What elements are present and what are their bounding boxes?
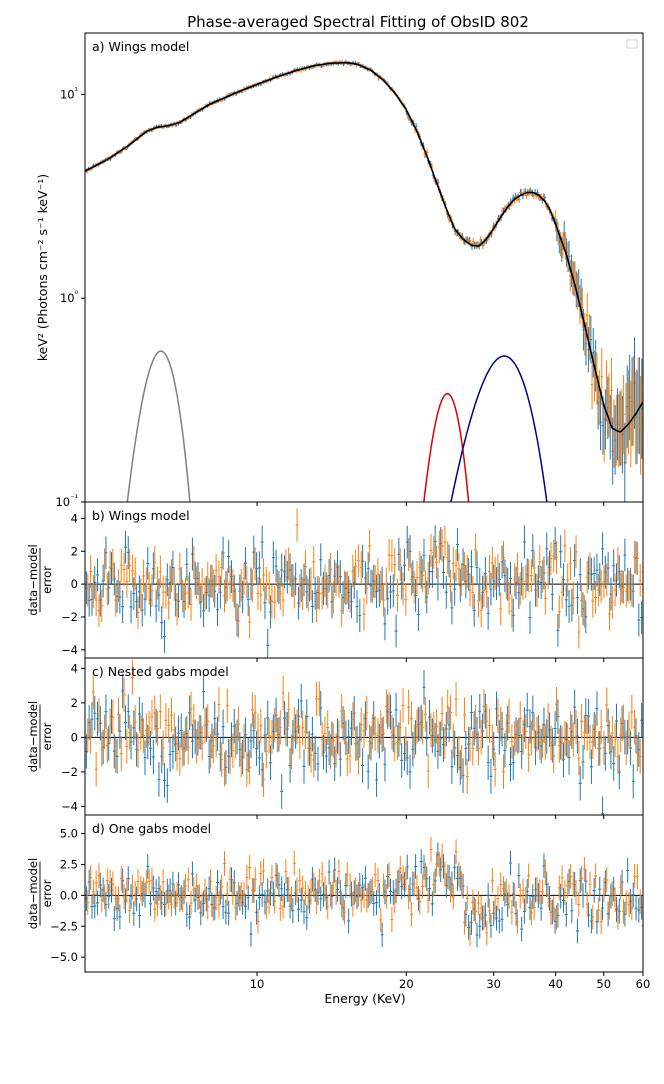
component-line-1 — [126, 350, 191, 502]
y-tick-label: −2 — [61, 610, 78, 624]
panel-plot-a — [85, 59, 643, 502]
y-tick-label: −4 — [61, 799, 78, 813]
y-tick-label: 10⁰ — [60, 290, 79, 305]
y-tick-label: 10⁻¹ — [55, 494, 78, 509]
panels-layer: a) Wings model 10⁻¹ 10⁰ 10¹ keV² (Photons cm… — [26, 32, 651, 991]
x-tick-label: 40 — [548, 977, 563, 991]
x-tick-label: 30 — [486, 977, 501, 991]
y-label-denominator: error — [40, 879, 54, 907]
residual-series-a — [85, 842, 643, 948]
panel-plot-c — [85, 660, 643, 815]
residual-series-b — [86, 660, 643, 798]
y-label-denominator: error — [40, 722, 54, 750]
y-tick-label: 0 — [71, 577, 78, 591]
x-tick-label: 10 — [250, 977, 265, 991]
panel-frame-d — [84, 814, 644, 973]
chart-title: Phase-averaged Spectral Fitting of ObsID… — [187, 13, 529, 31]
x-tick-label: 50 — [596, 977, 611, 991]
panel-c: c) Nested gabs model −4 −2 0 2 4 data−model err… — [26, 657, 644, 819]
residual-series-b — [86, 508, 643, 649]
panel-a: a) Wings model 10⁻¹ 10⁰ 10¹ keV² (Photons cm… — [35, 32, 644, 509]
panel-label-c: c) Nested gabs model — [92, 664, 229, 679]
y-axis-label-residual-d: data−model error — [26, 858, 54, 929]
y-tick-label: 4 — [71, 661, 78, 675]
y-tick-label: 10¹ — [60, 86, 78, 101]
y-tick-label: 0.0 — [60, 888, 78, 902]
y-axis-label-residual-b: data−model error — [26, 544, 54, 615]
x-tick-label: 60 — [636, 977, 651, 991]
data-series-b — [86, 59, 643, 475]
panel-plot-d — [85, 837, 643, 948]
y-label-numerator: data−model — [26, 858, 40, 929]
panel-b: b) Wings model −4 −2 0 2 4 data−model error — [26, 501, 644, 662]
y-tick-label: 2 — [71, 544, 78, 558]
y-tick-label: 2 — [71, 696, 78, 710]
panel-label-b: b) Wings model — [92, 508, 190, 523]
model-curve — [85, 61, 643, 433]
residual-series-a — [85, 525, 643, 658]
legend-box — [626, 39, 638, 49]
y-label-numerator: data−model — [26, 701, 40, 772]
y-label-denominator: error — [40, 566, 54, 594]
y-tick-label: −2 — [61, 765, 78, 779]
component-line-3 — [450, 355, 548, 502]
y-axis-label-spectrum: keV² (Photons cm⁻² s⁻¹ keV⁻¹) — [35, 174, 50, 361]
y-tick-label: −4 — [61, 643, 78, 657]
panel-plot-b — [85, 508, 643, 658]
x-axis-label: Energy (KeV) — [324, 991, 405, 1006]
residual-series-a — [85, 670, 643, 815]
x-tick-label: 20 — [399, 977, 414, 991]
y-axis-label-residual-c: data−model error — [26, 701, 54, 772]
y-tick-label: 0 — [71, 730, 78, 744]
residual-series-b — [86, 837, 643, 946]
panel-frame-a — [84, 32, 644, 503]
y-tick-label: 4 — [71, 511, 78, 525]
y-tick-label: −2.5 — [50, 919, 78, 933]
y-tick-label: 2.5 — [60, 857, 78, 871]
y-label-numerator: data−model — [26, 544, 40, 615]
panel-d: d) One gabs model −5.0 −2.5 0.0 2.5 5.0 data−m… — [26, 814, 651, 991]
panel-label-d: d) One gabs model — [92, 821, 211, 836]
component-line-2 — [423, 392, 470, 502]
y-tick-label: −5.0 — [50, 950, 78, 964]
y-tick-label: 5.0 — [60, 827, 78, 841]
panel-label-a: a) Wings model — [92, 39, 189, 54]
